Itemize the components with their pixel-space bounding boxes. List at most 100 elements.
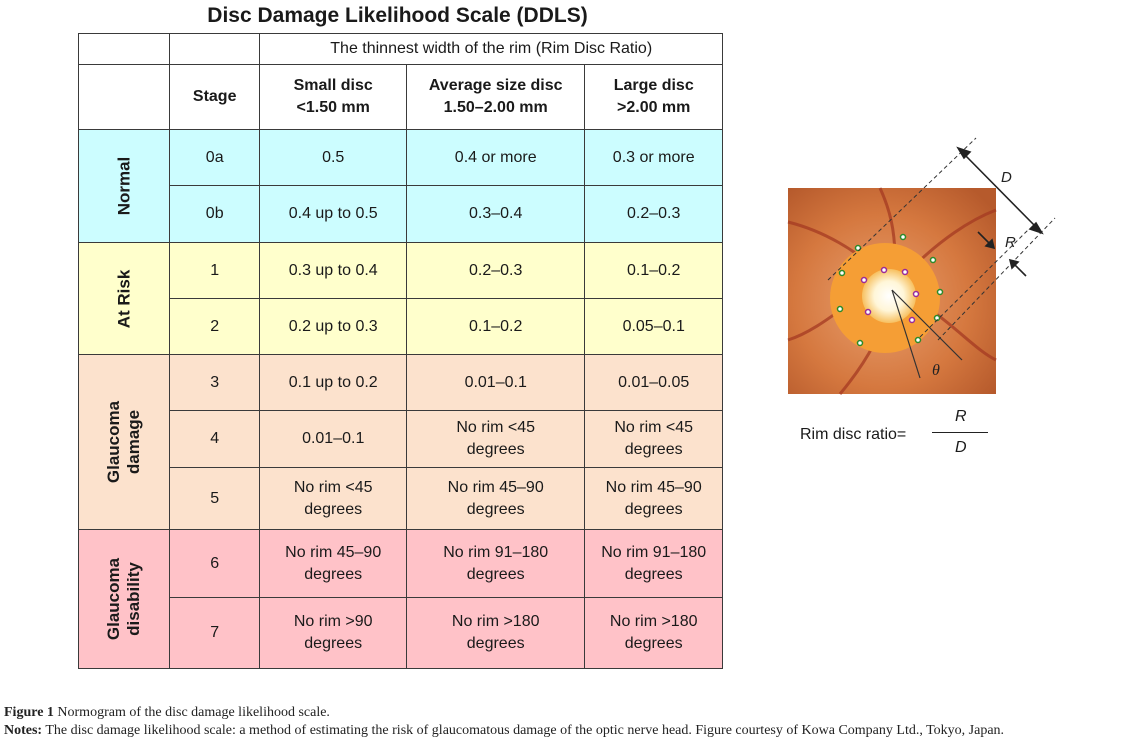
caption-line: Notes: The disc damage likelihood scale:…	[4, 722, 1004, 740]
header-blank	[77, 33, 171, 65]
average-disc-cell: 0.3–0.4	[406, 185, 586, 243]
notes-text: The disc damage likelihood scale: a meth…	[42, 723, 1005, 738]
cell-line: No rim <45	[293, 478, 373, 496]
table-row: At Risk 1 0.3 up to 0.4 0.2–0.3 0.1–0.2	[77, 242, 724, 355]
angle-lines	[891, 289, 963, 379]
large-disc-header: Large disc >2.00 mm	[584, 64, 724, 130]
stage-cell: 4	[169, 410, 261, 468]
cell-line: No rim <45	[456, 419, 536, 436]
cell-line: No rim >180	[609, 613, 698, 630]
optic-cup	[862, 269, 916, 323]
cell-line: No rim 45–90	[447, 478, 544, 496]
cell-line: No rim 91–180	[443, 543, 549, 561]
caption-line: Figure 1 Normogram of the disc damage li…	[4, 704, 1004, 722]
header-line: <1.50 mm	[296, 99, 370, 116]
cell-line: 0.01–0.1	[464, 373, 527, 391]
label-d: D	[1001, 169, 1012, 186]
stage-cell: 7	[169, 597, 261, 669]
large-disc-cell: 0.2–0.3	[584, 185, 724, 243]
notes-label: Notes:	[4, 723, 43, 738]
large-disc-cell: No rim 45–90 degrees	[584, 467, 724, 530]
fraction-bar	[932, 432, 988, 433]
large-disc-cell: 0.01–0.05	[584, 354, 724, 411]
header-blank	[77, 64, 171, 130]
rim-disc-ratio-formula: Rim disc ratio= R D	[800, 405, 1000, 465]
cell-line: 0.1–0.2	[627, 261, 681, 279]
cell-line: No rim 45–90	[605, 478, 702, 496]
large-disc-cell: 0.3 or more	[584, 129, 724, 186]
large-disc-cell: No rim >180 degrees	[584, 597, 724, 669]
cell-line: 0.4 or more	[454, 148, 537, 166]
large-disc-cell: 0.1–0.2	[584, 242, 724, 299]
ddls-table: The thinnest width of the rim (Rim Disc …	[77, 33, 724, 669]
category-label: At Risk	[114, 269, 134, 328]
ratio-denominator: D	[955, 439, 967, 456]
cell-line: No rim >180	[451, 613, 540, 630]
average-disc-header: Average size disc 1.50–2.00 mm	[406, 64, 586, 130]
category-glaucoma-disability: Glaucoma disability	[77, 529, 171, 669]
cell-line: degrees	[304, 635, 363, 652]
small-disc-cell: 0.5	[259, 129, 408, 186]
cup-margin-markers	[860, 266, 920, 324]
label-r: R	[1005, 234, 1016, 251]
rim-width-header: The thinnest width of the rim (Rim Disc …	[259, 33, 724, 65]
small-disc-cell: 0.01–0.1	[259, 410, 408, 468]
header-line: Average size disc	[428, 77, 563, 94]
cell-line: 0.1–0.2	[469, 317, 523, 335]
category-label: Normal	[114, 156, 134, 216]
cell-line: 0.01–0.05	[618, 373, 690, 391]
diameter-guides	[827, 137, 1056, 341]
ratio-numerator: R	[955, 408, 967, 425]
small-disc-cell: 0.2 up to 0.3	[259, 298, 408, 355]
cell-line: 0.3–0.4	[469, 205, 523, 222]
table-row: 5 No rim <45 degrees No rim 45–90 degree…	[79, 467, 724, 530]
cell-line: 0.2 up to 0.3	[288, 317, 378, 335]
figure-label: Figure 1	[4, 705, 54, 720]
category-label-line2: damage	[124, 409, 144, 474]
small-disc-cell: No rim >90 degrees	[259, 597, 408, 669]
label-theta: θ	[932, 362, 940, 379]
category-at-risk: At Risk	[77, 242, 171, 355]
average-disc-cell: No rim 91–180 degrees	[406, 529, 586, 598]
cell-line: 0.3 or more	[612, 148, 695, 166]
stage-cell: 0a	[169, 129, 261, 186]
cell-line: No rim <45	[614, 419, 694, 436]
disc-margin-markers	[836, 233, 944, 347]
stage-cell: 1	[169, 242, 261, 299]
figure-text: Normogram of the disc damage likelihood …	[53, 705, 330, 720]
cell-line: 0.01–0.1	[302, 430, 365, 447]
table-row: Glaucoma damage 3 0.1 up to 0.2 0.01–0.1…	[77, 354, 724, 530]
stage-cell: 2	[169, 298, 261, 355]
stage-cell: 3	[169, 354, 261, 411]
cell-line: degrees	[624, 441, 683, 458]
cell-line: 0.3 up to 0.4	[288, 261, 378, 279]
stage-cell: 5	[169, 467, 261, 530]
table-row: 7 No rim >90 degrees No rim >180 degrees…	[79, 597, 724, 669]
cell-line: 0.5	[322, 148, 345, 166]
small-disc-cell: No rim <45 degrees	[259, 467, 408, 530]
category-glaucoma-damage: Glaucoma damage	[77, 354, 171, 530]
header-line: Small disc	[293, 77, 373, 94]
stage-cell: 0b	[169, 185, 261, 243]
cell-line: degrees	[466, 441, 525, 458]
cell-line: degrees	[304, 500, 363, 518]
measure-arrows	[956, 146, 1044, 277]
header-blank	[169, 33, 261, 65]
average-disc-cell: No rim >180 degrees	[406, 597, 586, 669]
large-disc-cell: No rim 91–180 degrees	[584, 529, 724, 598]
category-label-line2: disability	[124, 561, 144, 636]
average-disc-cell: 0.2–0.3	[406, 242, 586, 299]
cell-line: degrees	[466, 565, 525, 583]
cell-line: degrees	[624, 500, 683, 518]
table-row: Normal 0a 0.5 0.4 or more 0.3 or more	[77, 129, 724, 243]
table-row: 0b 0.4 up to 0.5 0.3–0.4 0.2–0.3	[79, 185, 724, 243]
figure-title: Disc Damage Likelihood Scale (DDLS)	[207, 4, 588, 27]
category-label: Glaucoma	[104, 400, 124, 483]
average-disc-cell: 0.1–0.2	[406, 298, 586, 355]
cell-line: degrees	[624, 565, 683, 583]
stage-cell: 6	[169, 529, 261, 598]
stage-header: Stage	[169, 64, 261, 130]
header-line: 1.50–2.00 mm	[443, 99, 548, 116]
cell-line: degrees	[466, 500, 525, 518]
large-disc-cell: No rim <45 degrees	[584, 410, 724, 468]
